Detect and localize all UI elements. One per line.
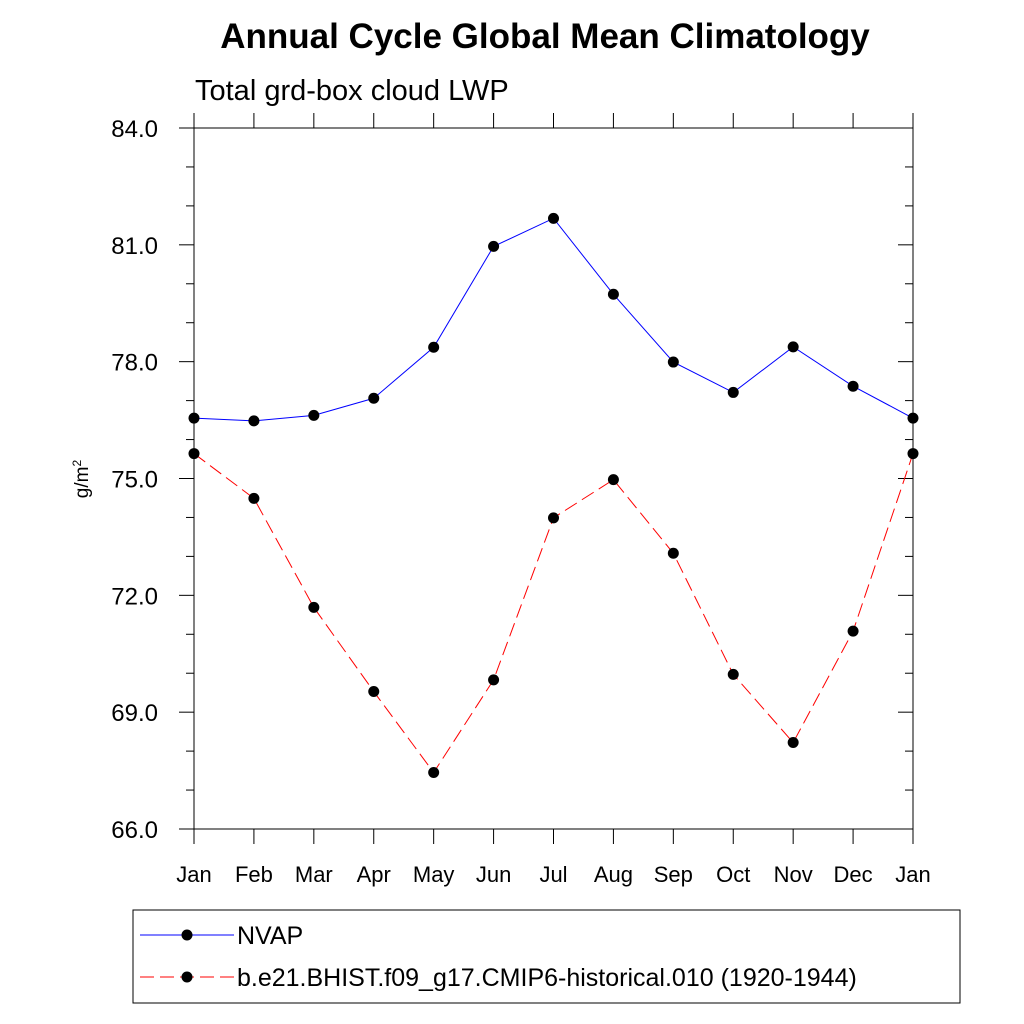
series-0-point bbox=[607, 288, 619, 300]
y-tick-label: 81.0 bbox=[111, 233, 158, 260]
x-tick-label: Jan bbox=[176, 862, 211, 887]
series-0-point bbox=[787, 341, 799, 353]
series-0-point bbox=[488, 240, 500, 252]
y-axis-label: g/m2 bbox=[70, 460, 93, 499]
series-1-point bbox=[607, 474, 619, 486]
y-tick-label: 72.0 bbox=[111, 583, 158, 610]
chart-title: Annual Cycle Global Mean Climatology bbox=[220, 17, 870, 56]
y-tick-label: 78.0 bbox=[111, 350, 158, 377]
series-0-point bbox=[548, 212, 559, 224]
series-1-point bbox=[548, 512, 559, 524]
y-axis-label-exponent: 2 bbox=[70, 460, 84, 467]
series-0-point bbox=[248, 415, 260, 427]
y-tick-label: 69.0 bbox=[111, 700, 158, 727]
x-tick-label: Oct bbox=[716, 862, 750, 887]
series-0-point bbox=[667, 356, 679, 368]
series-1-point bbox=[308, 601, 320, 613]
legend-marker-0 bbox=[181, 929, 193, 941]
axis-ticks bbox=[179, 113, 914, 844]
y-axis-label-unit: g/m bbox=[72, 467, 93, 499]
series-1-point bbox=[428, 767, 440, 779]
chart-subtitle: Total grd-box cloud LWP bbox=[195, 75, 509, 107]
series-line-1 bbox=[193, 453, 914, 774]
x-tick-label: Jun bbox=[476, 862, 511, 887]
series-1-point bbox=[488, 674, 500, 686]
x-tick-label: Dec bbox=[834, 862, 873, 887]
series-1-point bbox=[907, 448, 919, 460]
series-1-point bbox=[368, 686, 380, 698]
series-1-point bbox=[667, 547, 679, 559]
tick-labels: Jan Feb Mar Apr May Jun Jul Aug Sep Oct Nov Dec Jan 6… bbox=[111, 116, 930, 887]
series-0-point bbox=[727, 386, 739, 398]
series-layer bbox=[188, 212, 919, 779]
plot-frame bbox=[193, 127, 914, 830]
series-0-point bbox=[428, 341, 440, 353]
x-tick-label: Sep bbox=[654, 862, 693, 887]
x-tick-label: Nov bbox=[774, 862, 813, 887]
legend-box bbox=[132, 909, 961, 1004]
legend: NVAP b.e21.BHIST.f09_g17.CMIP6-historical… bbox=[140, 922, 857, 992]
series-0-point bbox=[308, 409, 320, 421]
x-tick-label: Jul bbox=[539, 862, 567, 887]
series-1-point bbox=[188, 448, 200, 460]
series-1-point bbox=[727, 668, 739, 680]
x-tick-label: Apr bbox=[357, 862, 391, 887]
x-tick-label: Jan bbox=[895, 862, 930, 887]
x-tick-label: Mar bbox=[295, 862, 333, 887]
series-1-point bbox=[787, 737, 799, 749]
y-tick-label: 75.0 bbox=[111, 467, 158, 494]
legend-marker-1 bbox=[181, 971, 193, 983]
x-tick-label: Feb bbox=[235, 862, 273, 887]
y-tick-label: 84.0 bbox=[111, 116, 158, 143]
series-1-point bbox=[248, 492, 260, 504]
legend-label-1: b.e21.BHIST.f09_g17.CMIP6-historical.010… bbox=[237, 964, 857, 992]
y-tick-label: 66.0 bbox=[111, 817, 158, 844]
series-0-point bbox=[368, 392, 380, 404]
series-0-point bbox=[188, 412, 200, 424]
series-line-0 bbox=[193, 217, 914, 422]
series-0-point bbox=[907, 412, 919, 424]
series-1-point bbox=[847, 625, 859, 637]
x-tick-label: May bbox=[413, 862, 455, 887]
series-0-point bbox=[847, 380, 859, 392]
x-tick-label: Aug bbox=[594, 862, 633, 887]
legend-label-0: NVAP bbox=[237, 922, 303, 950]
